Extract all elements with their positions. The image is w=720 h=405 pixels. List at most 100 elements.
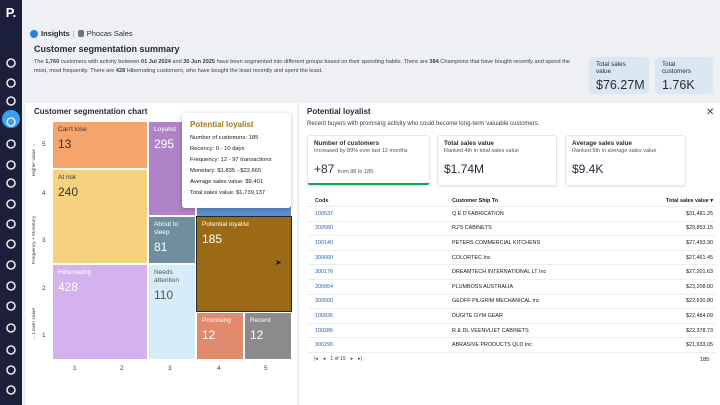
breadcrumb-phocas-sales[interactable]: Phocas Sales [86, 29, 133, 38]
table-row[interactable]: 100537 Q E D FABRICATION $31,481.25 [307, 207, 716, 222]
summary-text-bold: 428 [115, 68, 126, 74]
y-axis-low-label: ← Lower value [32, 308, 37, 340]
eye-icon[interactable] [5, 259, 17, 271]
segment-tile[interactable]: Potential loyalist 185 [196, 216, 292, 312]
table-row[interactable]: 100936 DUGITE GYM GEAR $22,484.09 [307, 309, 716, 324]
cell-total-sales: $21,933.05 [686, 342, 713, 349]
table-row[interactable]: 200954 PLUMBOSS AUSTRALIA $23,208.00 [307, 280, 716, 295]
segment-tile[interactable]: Hibernating 428 [52, 264, 148, 360]
breadcrumb: Insights | Phocas Sales [30, 29, 133, 38]
customer-table: Code Customer Ship To Total sales value … [307, 195, 716, 353]
table-row[interactable]: 300500 GEOFF PILGRIM MECHANICAL Inc $22,63… [307, 295, 716, 310]
segment-tile[interactable]: About to sleep 81 [148, 216, 196, 264]
cell-total-sales: $27,201.63 [686, 269, 713, 276]
org-icon[interactable] [5, 322, 17, 334]
exit-icon[interactable] [5, 384, 17, 396]
app-logo[interactable]: P. [5, 5, 17, 20]
col-customer[interactable]: Customer Ship To [452, 197, 499, 204]
table-row[interactable]: 300290 ABRASIVE PRODUCTS QLD Inc $21,933.0… [307, 338, 716, 353]
close-icon[interactable]: ✕ [706, 107, 715, 118]
cell-code[interactable]: 100140 [315, 239, 333, 246]
table-row[interactable]: 300176 DREAMTECH INTERNATIONAL LT Inc $27,… [307, 265, 716, 280]
segment-tile[interactable]: Recent 12 [244, 312, 292, 360]
cell-code[interactable]: 300500 [315, 298, 333, 305]
segment-tile[interactable]: Promising 12 [196, 312, 244, 360]
kpi-total-customers: Total customers 1.76K [655, 57, 713, 94]
cell-code[interactable]: 100537 [315, 210, 333, 217]
tag-icon[interactable] [5, 177, 17, 189]
cell-total-sales: $27,493.90 [686, 239, 713, 246]
cell-total-sales: $22,378.73 [686, 327, 713, 334]
detail-subtitle: Recent buyers with promising activity wh… [307, 121, 540, 127]
pie-chart-icon[interactable] [5, 138, 17, 150]
table-row[interactable]: 100286 R & DL VEENVLIET CABINETS $22,378.7… [307, 324, 716, 339]
sidebar: P. [0, 0, 22, 405]
insights-icon[interactable] [5, 116, 17, 128]
cell-customer: Q E D FABRICATION [452, 210, 504, 217]
table-row[interactable]: 200580 RJ'S CABINETS $29,853.15 [307, 222, 716, 237]
segment-name: Loyalist [154, 126, 177, 133]
cell-code[interactable]: 200580 [315, 225, 333, 232]
table-row[interactable]: 100140 PETERS COMMERCIAL KITCHENS $27,493.… [307, 236, 716, 251]
col-total-sales[interactable]: Total sales value ▾ [622, 198, 716, 204]
segment-count: 295 [154, 137, 175, 151]
page-indicator: 1 of 19 [330, 356, 346, 362]
summary-text-part: Champions that have bought recently and … [34, 59, 570, 74]
cell-code[interactable]: 300176 [315, 269, 333, 276]
analytics-icon[interactable] [5, 77, 17, 89]
cell-total-sales: $27,461.45 [686, 254, 713, 261]
summary-text-bold: 1,760 [45, 59, 60, 65]
x-tick: 2 [120, 365, 124, 372]
help-icon[interactable] [5, 344, 17, 356]
history-icon[interactable] [5, 238, 17, 250]
cell-customer: RJ'S CABINETS [452, 225, 492, 232]
kpi-total-sales: Total sales value $76.27M [589, 57, 649, 94]
col-code[interactable]: Code [315, 197, 329, 204]
tooltip-row: Frequency: 12 - 97 transactions [190, 157, 272, 163]
segment-name: Potential loyalist [202, 221, 249, 228]
add-icon[interactable] [5, 364, 17, 376]
segment-name: Needs attention [154, 269, 179, 284]
user-icon[interactable] [5, 198, 17, 210]
cell-total-sales: $29,853.15 [686, 225, 713, 232]
cell-code[interactable]: 300660 [315, 254, 333, 261]
segment-count: 185 [202, 232, 223, 246]
tooltip-row: Recency: 0 - 10 days [190, 146, 245, 152]
breadcrumb-insights[interactable]: Insights [41, 29, 70, 38]
team-icon[interactable] [5, 218, 17, 230]
cell-customer: ABRASIVE PRODUCTS QLD Inc [452, 342, 532, 349]
segment-count: 12 [250, 328, 264, 342]
cell-customer: PLUMBOSS AUSTRALIA [452, 283, 514, 290]
summary-text-part: Hibernating customers, who have bought t… [125, 68, 323, 74]
metric-accent-bar [308, 183, 429, 185]
favorite-icon[interactable] [5, 280, 17, 292]
segment-count: 428 [58, 280, 79, 294]
table-header: Code Customer Ship To Total sales value … [307, 195, 716, 207]
segment-count: 13 [58, 137, 72, 151]
summary-text-bold: 384 [429, 59, 439, 65]
segment-tile[interactable]: Can't lose 13 [52, 121, 148, 169]
segment-name: At risk [58, 174, 77, 181]
first-page-button[interactable]: |◂ [314, 356, 318, 362]
cell-code[interactable]: 100936 [315, 312, 333, 319]
cell-code[interactable]: 300290 [315, 342, 333, 349]
prev-page-button[interactable]: ◂ [322, 356, 326, 362]
document-icon[interactable] [5, 159, 17, 171]
table-row[interactable]: 300660 COLORTEC Inc $27,461.45 [307, 251, 716, 266]
dashboard-icon[interactable] [5, 95, 17, 107]
tooltip-row: Average sales value: $9,401 [190, 179, 264, 185]
metric-title: Number of customers [314, 140, 380, 147]
next-page-button[interactable]: ▸ [350, 356, 354, 362]
cell-total-sales: $31,481.25 [686, 210, 713, 217]
segment-tile[interactable]: At risk 240 [52, 169, 148, 264]
summary-text: The 1,760 customers with activity betwee… [34, 58, 574, 76]
cell-code[interactable]: 200954 [315, 283, 333, 290]
report-icon[interactable] [5, 300, 17, 312]
last-page-button[interactable]: ▸| [358, 356, 362, 362]
segment-tile[interactable]: Needs attention 110 [148, 264, 196, 360]
home-icon[interactable] [5, 57, 17, 69]
metric-value: $1.74M [444, 162, 485, 176]
cell-customer: GEOFF PILGRIM MECHANICAL Inc [452, 298, 540, 305]
database-icon [77, 30, 84, 37]
cell-code[interactable]: 100286 [315, 327, 333, 334]
